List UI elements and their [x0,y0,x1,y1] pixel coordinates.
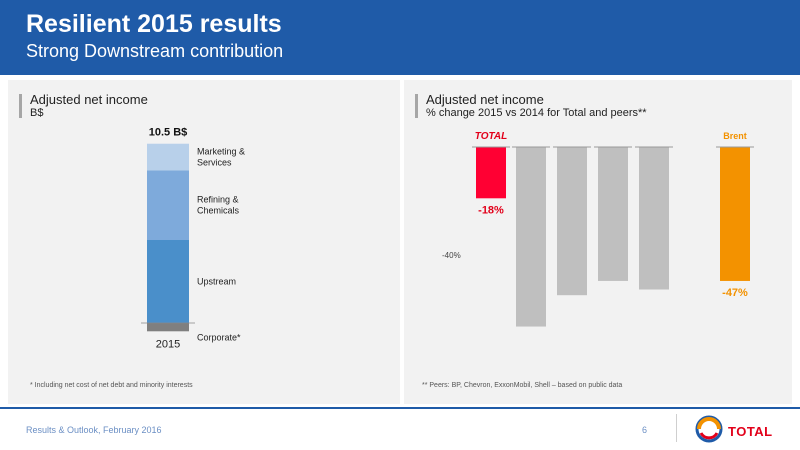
bar-brent [720,147,750,281]
data-label-brent: -47% [722,287,748,299]
bar-peer-3 [598,147,628,281]
category-label-2015: 2015 [156,338,180,350]
category-label-total: TOTAL [475,131,507,142]
panel-accent-bar [19,94,22,118]
bar-peer-4 [639,147,669,290]
bar-total [476,147,506,199]
right-panel: Adjusted net income % change 2015 vs 201… [404,80,792,404]
footer-separator [676,414,677,442]
bar-segment-marketing-services [147,143,189,171]
left-footnote: * Including net cost of net debt and min… [30,382,193,389]
right-panel-subtitle: % change 2015 vs 2014 for Total and peer… [426,107,647,119]
bar-peer-1 [516,147,546,327]
peer-comparison-chart: -18% TOTAL -47% Brent -40% [442,131,754,327]
right-footnote: ** Peers: BP, Chevron, ExxonMobil, Shell… [422,382,623,389]
bar-segment-refining-chemicals [147,170,189,240]
header-banner: Resilient 2015 results Strong Downstream… [0,0,800,75]
total-value-label: 10.5 B$ [149,127,188,139]
left-panel: Adjusted net income B$ Corporate* Upstrea… [8,80,400,404]
left-panel-title: Adjusted net income [30,92,148,107]
total-logo-text: TOTAL [728,424,773,439]
segment-label-marketing-services: Marketing & Services [197,147,245,168]
page-subtitle: Strong Downstream contribution [26,41,284,61]
footer-divider [0,407,800,409]
bar-segment-corporate [147,323,189,332]
total-logo-icon [695,415,723,443]
bar-peer-2 [557,147,587,296]
footer-text: Results & Outlook, February 2016 [26,425,162,435]
page-title: Resilient 2015 results [26,10,282,38]
category-label-brent: Brent [723,131,747,141]
reference-label: -40% [442,251,461,260]
panel-accent-bar [415,94,418,118]
right-panel-title: Adjusted net income [426,92,544,107]
bar-segment-upstream [147,240,189,323]
segment-label-upstream: Upstream [197,277,236,287]
segment-label-refining-chemicals: Refining & Chemicals [197,195,240,216]
stacked-income-chart: Corporate* Upstream Refining & Chemicals Mar… [141,127,245,350]
left-panel-unit: B$ [30,107,44,119]
page-number: 6 [642,425,648,435]
data-label-total: -18% [478,204,504,216]
segment-label-corporate: Corporate* [197,332,241,342]
